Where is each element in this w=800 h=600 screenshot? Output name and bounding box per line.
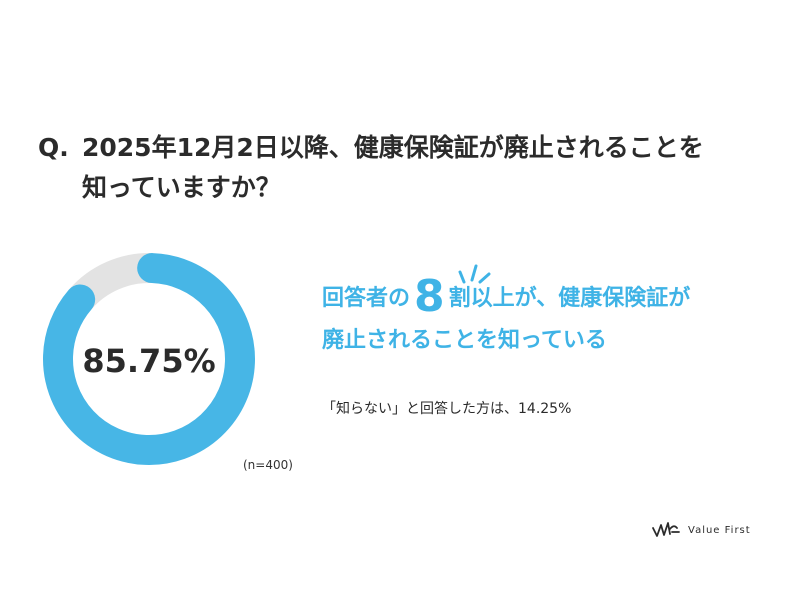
question-text-1: 2025年12月2日以降、健康保険証が廃止されることを: [82, 133, 704, 162]
donut-segment-know: [42, 253, 255, 465]
sparkle-lines-icon: [458, 264, 491, 284]
donut-chart: 85.75%: [42, 253, 255, 465]
headline-number: 8: [414, 271, 445, 322]
logo: Value First: [652, 520, 751, 540]
headline-line-2: 廃止されることを知っている: [322, 328, 607, 353]
question-line-2: 知っていますか？: [82, 173, 281, 202]
headline-line-1: 回答者の8 割以上が、健康保険証が: [322, 271, 782, 322]
logo-text: Value First: [688, 524, 751, 536]
subtext: 「知らない」と回答した方は、14.25%: [322, 401, 572, 417]
question-prefix: Q.: [38, 133, 69, 162]
donut-segments: [42, 253, 255, 465]
donut-center-label: 85.75%: [82, 342, 215, 380]
headline: 回答者の8 割以上が、健康保険証が 廃止されることを知っている: [322, 271, 782, 362]
headline-part-1: 回答者の: [322, 286, 411, 311]
headline-part-2: 割以上が、健康保険証が: [448, 286, 691, 311]
question-line-1: Q. 2025年12月2日以降、健康保険証が廃止されることを: [38, 128, 778, 168]
value-first-logo-icon: [652, 522, 680, 537]
question: Q. 2025年12月2日以降、健康保険証が廃止されることを 知っていますか？: [38, 128, 778, 208]
sample-size-label: (n=400): [243, 458, 293, 472]
